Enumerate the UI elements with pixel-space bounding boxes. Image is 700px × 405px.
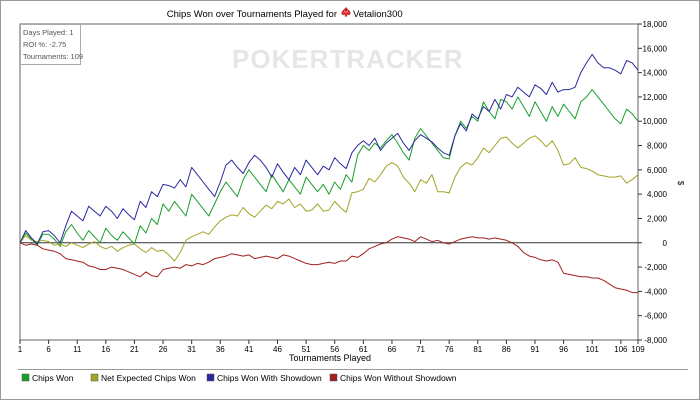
y-tick-label: 6,000 [647,166,668,175]
x-tick-label: 76 [445,345,454,354]
y-tick-label: 2,000 [647,214,668,223]
x-tick-label: 6 [46,345,51,354]
x-tick-label: 26 [159,345,168,354]
y-tick-label: -6,000 [644,312,667,321]
y-tick-label: 18,000 [643,20,668,29]
chart-title: Chips Won over Tournaments Played for [167,9,337,20]
legend-label: Net Expected Chips Won [101,373,196,383]
info-days-played: Days Played: 1 [23,28,73,37]
x-tick-label: 21 [130,345,139,354]
plot-frame [19,23,639,341]
x-tick-label: 41 [244,345,253,354]
legend-label: Chips Won Without Showdown [340,373,457,383]
x-tick-label: 91 [531,345,540,354]
spade-icon [341,7,351,17]
x-tick-label: 101 [586,345,600,354]
y-tick-label: 14,000 [643,69,668,78]
info-box: Days Played: 1 ROI %: -2.75 Tournaments:… [20,24,83,65]
plot-area [19,23,639,341]
y-axis-label: $ [676,181,685,186]
series-line [19,236,638,294]
legend-label: Chips Won With Showdown [217,373,322,383]
x-tick-label: 86 [502,345,511,354]
x-tick-label: 56 [330,345,339,354]
y-tick-label: -4,000 [644,287,667,296]
legend-swatch [329,373,338,382]
legend-swatch [90,373,99,382]
info-tournaments: Tournaments: 109 [23,52,83,61]
y-tick-label: -2,000 [644,263,667,272]
y-tick-label: 0 [663,239,668,248]
info-box-frame [20,24,81,65]
x-tick-label: 81 [473,345,482,354]
y-tick-label: 16,000 [643,44,668,53]
x-tick-label: 106 [614,345,628,354]
x-tick-label: 51 [302,345,311,354]
x-tick-label: 66 [387,345,396,354]
x-tick-label: 16 [101,345,110,354]
y-tick-label: -8,000 [644,336,667,345]
y-tick-label: 12,000 [643,93,668,102]
legend-swatch [206,373,215,382]
series-line [19,89,639,247]
player-name: Vetalion300 [353,9,403,20]
watermark: POKERTRACKER [232,44,464,74]
x-axis-label: Tournaments Played [289,353,371,363]
x-tick-label: 31 [187,345,196,354]
x-tick-label: 46 [273,345,282,354]
legend-swatch [21,373,30,382]
x-tick-label: 61 [359,345,368,354]
x-tick-label: 71 [416,345,425,354]
info-roi: ROI %: -2.75 [23,40,66,49]
legend-label: Chips Won [32,373,74,383]
series-line [19,53,639,245]
y-tick-label: 8,000 [647,142,668,151]
x-tick-label: 96 [559,345,568,354]
axes: 1 6 11 16 21 26 31 36 41 46 51 56 61 66 71 76 81 86 91 96 10… [18,20,668,354]
x-tick-label: 36 [216,345,225,354]
series-line [19,135,639,262]
x-tick-label: 1 [18,345,23,354]
x-tick-label: 109 [631,345,645,354]
legend: Chips Won Net Expected Chips Won Chips Won… [18,369,688,383]
y-tick-label: 4,000 [647,190,668,199]
series-lines [19,53,639,294]
x-tick-label: 11 [73,345,82,354]
y-tick-label: 10,000 [643,117,668,126]
